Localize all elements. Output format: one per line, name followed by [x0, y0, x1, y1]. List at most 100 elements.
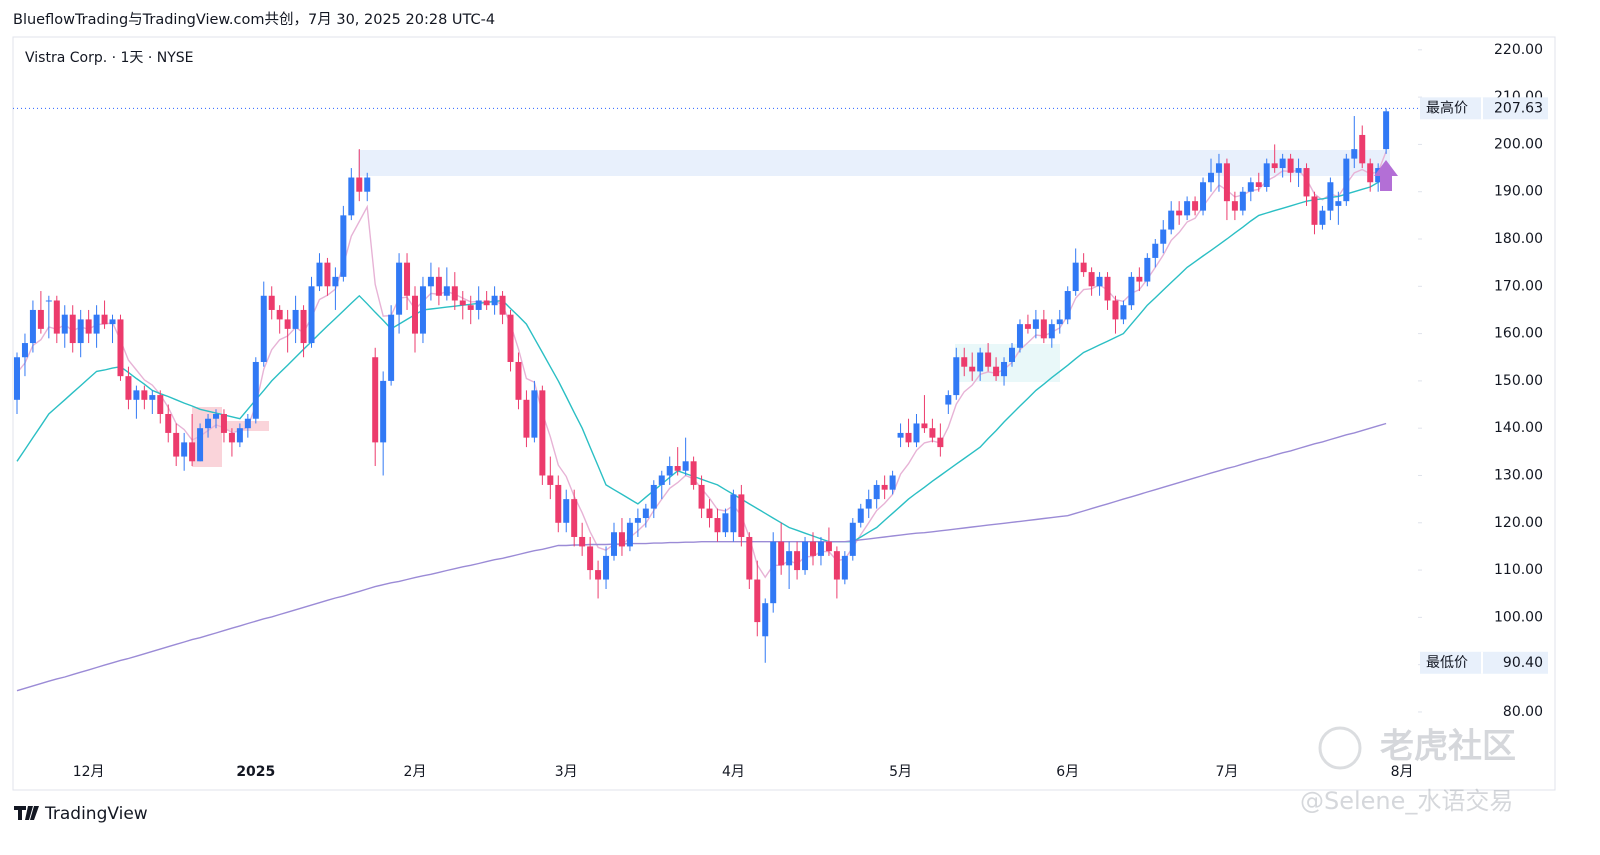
price-marker-value: 90.40: [1503, 655, 1543, 671]
candle-body: [69, 314, 76, 344]
x-tick-label: 8月: [1391, 764, 1414, 780]
candle-body: [189, 442, 196, 462]
candle-body: [1120, 305, 1127, 320]
candle-body: [459, 300, 466, 306]
footer-brand: TradingView: [44, 804, 148, 824]
candle-body: [666, 466, 673, 476]
candle-body: [236, 428, 243, 443]
candle-body: [754, 579, 761, 623]
header-caption: BlueflowTrading与TradingView.com共创，7月 30,…: [13, 11, 495, 28]
watermark-logo: [1318, 726, 1362, 770]
candle-body: [157, 395, 164, 414]
candle-body: [977, 352, 984, 372]
candle-body: [1152, 243, 1159, 258]
candle-body: [873, 484, 880, 500]
candle-body: [961, 357, 968, 367]
candle-body: [515, 361, 522, 400]
candle-body: [1112, 300, 1119, 320]
x-tick-label: 4月: [722, 764, 745, 780]
candle-body: [571, 499, 578, 537]
candle-body: [292, 309, 299, 329]
candle-body: [300, 309, 307, 344]
footer: TradingView: [14, 804, 148, 824]
candle-body: [1072, 262, 1079, 292]
candle-body: [141, 390, 148, 400]
candle-body: [881, 484, 888, 490]
candle-body: [1311, 196, 1318, 225]
candle-body: [865, 499, 872, 509]
candle-body: [181, 442, 188, 457]
candle-body: [101, 314, 108, 325]
candle-body: [921, 423, 928, 429]
candle-body: [165, 414, 172, 433]
candle-body: [1231, 201, 1238, 211]
candle-body: [1335, 201, 1342, 206]
price-marker-label: 最高价: [1426, 99, 1468, 116]
candle-body: [889, 475, 896, 490]
candle-body: [1088, 272, 1095, 287]
candle-body: [1351, 149, 1358, 159]
candle-body: [937, 437, 944, 448]
candle-body: [1271, 163, 1278, 169]
candle-body: [1136, 276, 1143, 282]
candle-body: [650, 484, 657, 509]
x-tick-label: 7月: [1215, 764, 1238, 780]
candle-body: [85, 319, 92, 334]
candle-body: [117, 319, 124, 377]
candle-body: [810, 541, 816, 556]
y-axis: 80.0090.00100.00110.00120.00130.00140.00…: [1418, 42, 1543, 720]
candle-body: [1359, 134, 1366, 164]
candle-body: [929, 428, 936, 438]
candle-body: [451, 286, 458, 301]
candle-body: [268, 295, 275, 310]
candle-body: [412, 295, 418, 334]
y-tick-label: 170.00: [1494, 278, 1543, 294]
candle-body: [634, 518, 641, 523]
resistance-zone: [358, 150, 1390, 176]
candle-body: [252, 361, 259, 419]
candle-body: [730, 494, 737, 533]
candle-body: [539, 390, 546, 476]
price-marker-label: 最低价: [1426, 655, 1468, 671]
candle-body: [467, 305, 474, 310]
candle-body: [579, 536, 586, 547]
candle-body: [45, 300, 52, 302]
watermark-user: @Selene_水语交易: [1300, 787, 1513, 815]
candle-body: [674, 466, 681, 471]
candle-body: [587, 546, 594, 571]
y-tick-label: 220.00: [1494, 42, 1543, 58]
candle-body: [228, 432, 235, 443]
candle-body: [356, 177, 363, 192]
plot-area: [13, 107, 1418, 692]
candle-body: [969, 366, 976, 372]
candle-body: [380, 380, 387, 443]
consolidation-box: [955, 344, 1060, 382]
y-tick-label: 160.00: [1494, 326, 1543, 342]
ma-line: [16, 422, 1387, 692]
candle-body: [1192, 201, 1199, 211]
candle-body: [611, 532, 617, 556]
y-tick-label: 140.00: [1494, 420, 1543, 436]
candle-body: [244, 418, 251, 429]
candle-body: [1024, 324, 1031, 329]
candle-body: [778, 541, 785, 566]
candle-body: [220, 414, 227, 433]
arrow: [1374, 160, 1398, 191]
candle-body: [563, 499, 570, 523]
candle-body: [1215, 163, 1222, 173]
candle-body: [340, 215, 347, 277]
candle-body: [1032, 319, 1039, 329]
candle-body: [642, 508, 649, 519]
candle-body: [985, 352, 992, 367]
price-marker-value: 207.63: [1494, 100, 1543, 116]
candle-body: [770, 541, 777, 604]
candle-body: [794, 551, 801, 571]
candle-body: [443, 286, 450, 296]
candle-body: [1200, 182, 1207, 211]
candle-body: [1009, 347, 1015, 362]
candle-body: [682, 461, 689, 471]
candle-body: [817, 541, 824, 556]
price-marker-bg: [1420, 97, 1548, 120]
candle-body: [1327, 182, 1334, 211]
